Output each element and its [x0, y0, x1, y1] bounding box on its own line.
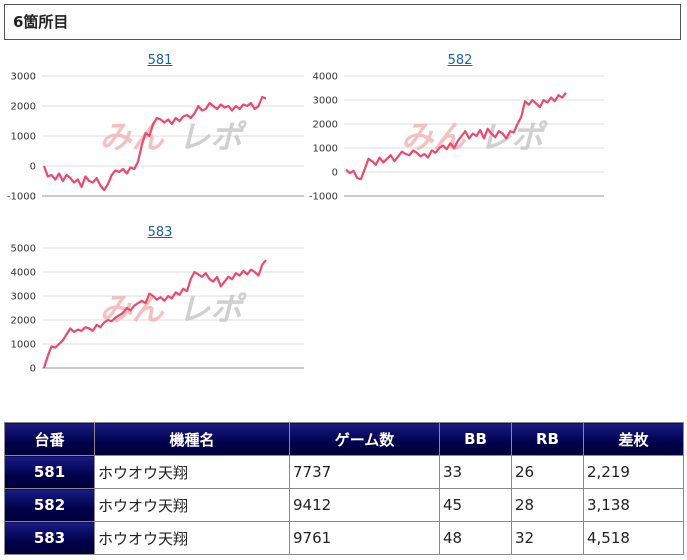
table-header-row: 台番 機種名 ゲーム数 BB RB 差枚 [4, 422, 684, 456]
bb-count: 33 [439, 455, 512, 489]
y-tick-label: -1000 [7, 192, 36, 203]
y-tick-label: 0 [30, 162, 36, 173]
header-machine-name: 機種名 [94, 422, 290, 456]
header-difference: 差枚 [583, 422, 684, 456]
games-count: 9412 [289, 488, 440, 522]
y-tick-label: 3000 [313, 96, 338, 107]
machine-name: ホウオウ天翔 [94, 455, 290, 489]
table-row: 581 ホウオウ天翔 7737 33 26 2,219 [4, 455, 684, 489]
watermark-text: レポ [479, 118, 548, 156]
difference-value: 3,138 [583, 488, 684, 522]
rb-count: 28 [511, 488, 584, 522]
header-rb: RB [511, 422, 584, 456]
watermark-text: みん [100, 118, 165, 156]
watermark-text: レポ [178, 118, 247, 156]
y-tick-label: 0 [30, 364, 36, 375]
y-tick-label: 1000 [11, 340, 36, 351]
y-tick-label: 2000 [11, 102, 36, 113]
table-row: 583 ホウオウ天翔 9761 48 32 4,518 [4, 521, 684, 555]
machine-name: ホウオウ天翔 [94, 488, 290, 522]
y-tick-label: 3000 [11, 292, 36, 303]
rb-count: 26 [511, 455, 584, 489]
y-tick-label: 2000 [313, 120, 338, 131]
y-tick-label: 0 [332, 168, 338, 179]
series-line [42, 259, 267, 369]
y-tick-label: 4000 [11, 268, 36, 279]
chart-link-582[interactable]: 582 [447, 53, 473, 68]
series-line [42, 95, 267, 192]
chart-582-svg: 4000 3000 2000 1000 0 -1000 みん レポ [309, 72, 604, 203]
unit-results-table: 台番 機種名 ゲーム数 BB RB 差枚 581 ホウオウ天翔 7737 33 … [4, 422, 684, 555]
y-tick-label: 4000 [313, 72, 338, 83]
y-tick-label: 3000 [11, 72, 36, 83]
watermark-text: みん [401, 118, 466, 156]
chart-582: 582 4000 3000 2000 1000 0 -1000 みん レポ [300, 50, 610, 210]
y-tick-label: 2000 [11, 316, 36, 327]
games-count: 7737 [289, 455, 440, 489]
header-games: ゲーム数 [289, 422, 440, 456]
header-bb: BB [439, 422, 512, 456]
chart-link-581[interactable]: 581 [147, 53, 173, 68]
y-tick-label: 1000 [11, 132, 36, 143]
chart-581: 581 3000 2000 1000 0 -1000 みん レポ [0, 50, 304, 210]
unit-number: 581 [4, 455, 95, 489]
table-row: 582 ホウオウ天翔 9412 45 28 3,138 [4, 488, 684, 522]
unit-number: 583 [4, 521, 95, 555]
unit-number: 582 [4, 488, 95, 522]
bb-count: 48 [439, 521, 512, 555]
rb-count: 32 [511, 521, 584, 555]
series-line [345, 92, 567, 181]
y-tick-label: 1000 [313, 144, 338, 155]
header-unit-number: 台番 [4, 422, 95, 456]
bb-count: 45 [439, 488, 512, 522]
chart-583: 583 5000 4000 3000 2000 1000 0 みん レポ [0, 224, 304, 375]
difference-value: 2,219 [583, 455, 684, 489]
machine-name: ホウオウ天翔 [94, 521, 290, 555]
y-tick-label: 5000 [11, 244, 36, 255]
chart-link-583[interactable]: 583 [147, 225, 173, 240]
section-title: 6箇所目 [4, 4, 681, 40]
y-tick-label: -1000 [309, 192, 338, 203]
games-count: 9761 [289, 521, 440, 555]
chart-581-svg: 3000 2000 1000 0 -1000 みん レポ [7, 72, 304, 203]
difference-value: 4,518 [583, 521, 684, 555]
watermark-text: レポ [178, 290, 247, 328]
